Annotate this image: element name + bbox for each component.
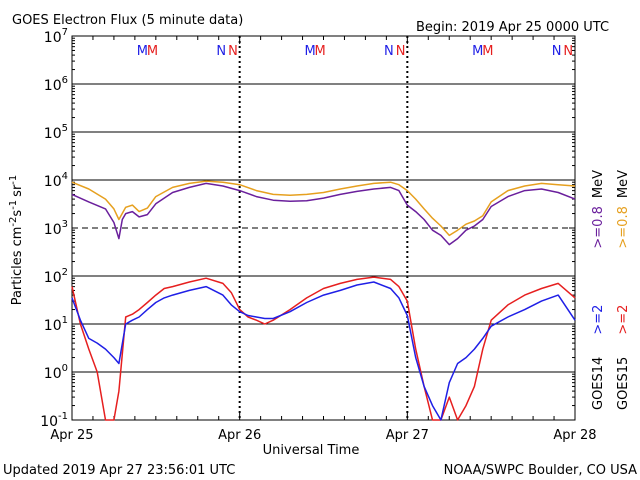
legend-goes15-ge08: >=0.8 xyxy=(616,206,631,248)
legend-goes15-group: GOES15 >=2 >=0.8 MeV xyxy=(616,170,631,410)
x-axis-label: Universal Time xyxy=(263,443,360,458)
x-tick-label: Apr 26 xyxy=(218,428,261,443)
y-tick-base: 10 xyxy=(44,78,62,94)
legend-goes14-ge2: >=2 xyxy=(591,305,606,335)
y-axis-label-mid1: s xyxy=(10,210,25,217)
y-axis-label-exp2: -1 xyxy=(8,200,19,210)
y-axis-label-exp1: -2 xyxy=(8,217,19,227)
y-tick-label: 104 xyxy=(44,171,68,190)
y-tick-exp: 0 xyxy=(62,363,68,374)
marker-n-goes15: N xyxy=(563,44,573,59)
y-axis-label: Particles cm-2s-1sr-1 xyxy=(8,175,26,306)
y-tick-exp: 3 xyxy=(62,219,68,230)
marker-m-goes14: M xyxy=(304,44,315,59)
marker-n-goes15: N xyxy=(396,44,406,59)
y-tick-exp: 7 xyxy=(62,27,68,38)
y-tick-label: 101 xyxy=(44,315,68,334)
y-axis-label-exp3: -1 xyxy=(8,175,19,185)
y-tick-label: 100 xyxy=(44,363,68,382)
y-tick-exp: 4 xyxy=(62,171,68,182)
y-tick-base: 10 xyxy=(44,174,62,190)
y-tick-exp: 1 xyxy=(62,315,68,326)
chart-title: GOES Electron Flux (5 minute data) xyxy=(12,13,243,28)
legend-goes14-ge08: >=0.8 xyxy=(591,206,606,248)
series-line-2 xyxy=(71,276,576,421)
y-tick-base: 10 xyxy=(44,270,62,286)
marker-m-goes14: M xyxy=(472,44,483,59)
y-tick-label: 107 xyxy=(44,27,68,46)
legend-goes14: GOES14 xyxy=(591,357,606,410)
legend-goes15-ge2: >=2 xyxy=(616,305,631,335)
marker-m-goes15: M xyxy=(147,44,158,59)
marker-n-goes14: N xyxy=(216,44,226,59)
begin-label: Begin: 2019 Apr 25 0000 UTC xyxy=(416,20,609,35)
y-tick-exp: 5 xyxy=(62,123,68,134)
y-tick-base: 10 xyxy=(40,414,58,430)
y-tick-base: 10 xyxy=(44,126,62,142)
y-tick-exp: 6 xyxy=(62,75,68,86)
y-tick-exp: 2 xyxy=(62,267,68,278)
marker-m-goes15: M xyxy=(315,44,326,59)
y-tick-base: 10 xyxy=(44,318,62,334)
credit-label: NOAA/SWPC Boulder, CO USA xyxy=(444,463,637,478)
y-tick-label: 10-1 xyxy=(40,411,68,430)
y-tick-label: 105 xyxy=(44,123,68,142)
y-tick-base: 10 xyxy=(44,366,62,382)
y-axis-label-main: Particles cm xyxy=(10,227,25,306)
y-tick-base: 10 xyxy=(44,30,62,46)
y-tick-label: 106 xyxy=(44,75,68,94)
x-tick-label: Apr 28 xyxy=(553,428,596,443)
legend-goes15-mev: MeV xyxy=(616,170,631,198)
x-tick-label: Apr 25 xyxy=(50,428,93,443)
marker-m-goes14: M xyxy=(137,44,148,59)
updated-timestamp: Updated 2019 Apr 27 23:56:01 UTC xyxy=(3,463,235,478)
series-line-1 xyxy=(71,182,576,246)
legend-goes14-group: GOES14 >=2 >=0.8 MeV xyxy=(591,170,606,410)
legend-goes14-mev: MeV xyxy=(591,170,606,198)
y-tick-exp: -1 xyxy=(58,411,68,422)
y-axis-label-mid2: sr xyxy=(10,184,25,197)
y-tick-label: 103 xyxy=(44,219,68,238)
y-tick-base: 10 xyxy=(44,222,62,238)
series-line-0 xyxy=(71,180,576,237)
series-line-3 xyxy=(71,281,576,421)
marker-n-goes14: N xyxy=(552,44,562,59)
x-tick-label: Apr 27 xyxy=(386,428,429,443)
legend-goes15: GOES15 xyxy=(616,357,631,410)
marker-n-goes14: N xyxy=(384,44,394,59)
marker-n-goes15: N xyxy=(228,44,238,59)
marker-m-goes15: M xyxy=(482,44,493,59)
y-tick-label: 102 xyxy=(44,267,68,286)
